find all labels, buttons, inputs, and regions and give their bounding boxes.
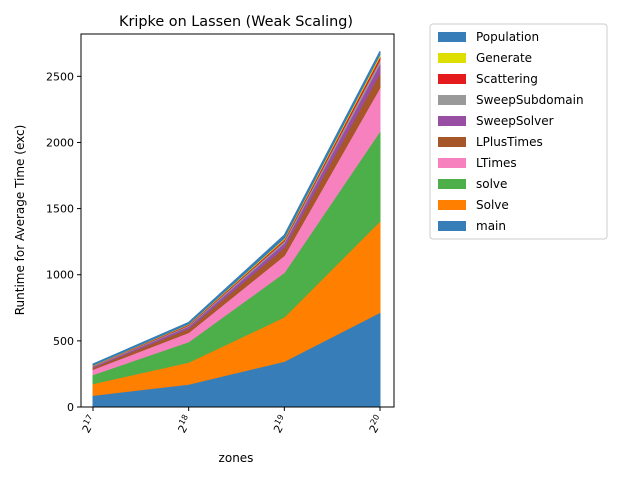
plot-frame bbox=[80, 33, 395, 408]
legend-label-ltimes: LTimes bbox=[476, 156, 517, 170]
x-tick-label: 218 bbox=[174, 413, 196, 435]
legend-label-generate: Generate bbox=[476, 51, 532, 65]
series-areas bbox=[92, 50, 381, 408]
y-tick-label: 2500 bbox=[46, 70, 74, 83]
legend-label-sweepsubdomain: SweepSubdomain bbox=[476, 93, 584, 107]
legend-swatch-population bbox=[438, 32, 466, 42]
legend-label-main: main bbox=[476, 219, 506, 233]
x-tick-label: 219 bbox=[269, 413, 291, 435]
chart-title: Kripke on Lassen (Weak Scaling) bbox=[119, 14, 353, 30]
y-tick-label: 1000 bbox=[46, 269, 74, 282]
legend-swatch-lplustimes bbox=[438, 137, 466, 147]
legend-swatch-sweepsubdomain bbox=[438, 95, 466, 105]
x-tick-label: 220 bbox=[365, 413, 387, 435]
x-tick-label: 217 bbox=[78, 413, 100, 435]
legend-label-lplustimes: LPlusTimes bbox=[476, 135, 543, 149]
legend-swatch-scattering bbox=[438, 74, 466, 84]
legend: Population Generate Scattering SweepSubdoma… bbox=[429, 23, 608, 240]
y-tick-label: 500 bbox=[53, 335, 74, 348]
legend-label-solve: Solve bbox=[476, 198, 509, 212]
x-axis-label: zones bbox=[219, 451, 254, 465]
legend-swatch-solve bbox=[438, 179, 466, 189]
y-axis: 0 500 1000 1500 2000 2500 bbox=[46, 70, 81, 414]
legend-box bbox=[429, 23, 608, 240]
legend-swatch-generate bbox=[438, 53, 466, 63]
legend-label-population: Population bbox=[476, 30, 539, 44]
legend-swatch-sweepsolver bbox=[438, 116, 466, 126]
legend-swatch-main bbox=[438, 221, 466, 231]
legend-label-solve: solve bbox=[476, 177, 507, 191]
x-axis: 217 218 219 220 bbox=[78, 407, 387, 435]
area-population bbox=[92, 50, 381, 367]
y-tick-label: 1500 bbox=[46, 203, 74, 216]
legend-swatch-solve bbox=[438, 200, 466, 210]
y-tick-label: 2000 bbox=[46, 136, 74, 149]
y-tick-label: 0 bbox=[67, 401, 74, 414]
y-axis-label: Runtime for Average Time (exc) bbox=[13, 125, 27, 316]
legend-swatch-ltimes bbox=[438, 158, 466, 168]
legend-label-sweepsolver: SweepSolver bbox=[476, 114, 554, 128]
legend-label-scattering: Scattering bbox=[476, 72, 538, 86]
